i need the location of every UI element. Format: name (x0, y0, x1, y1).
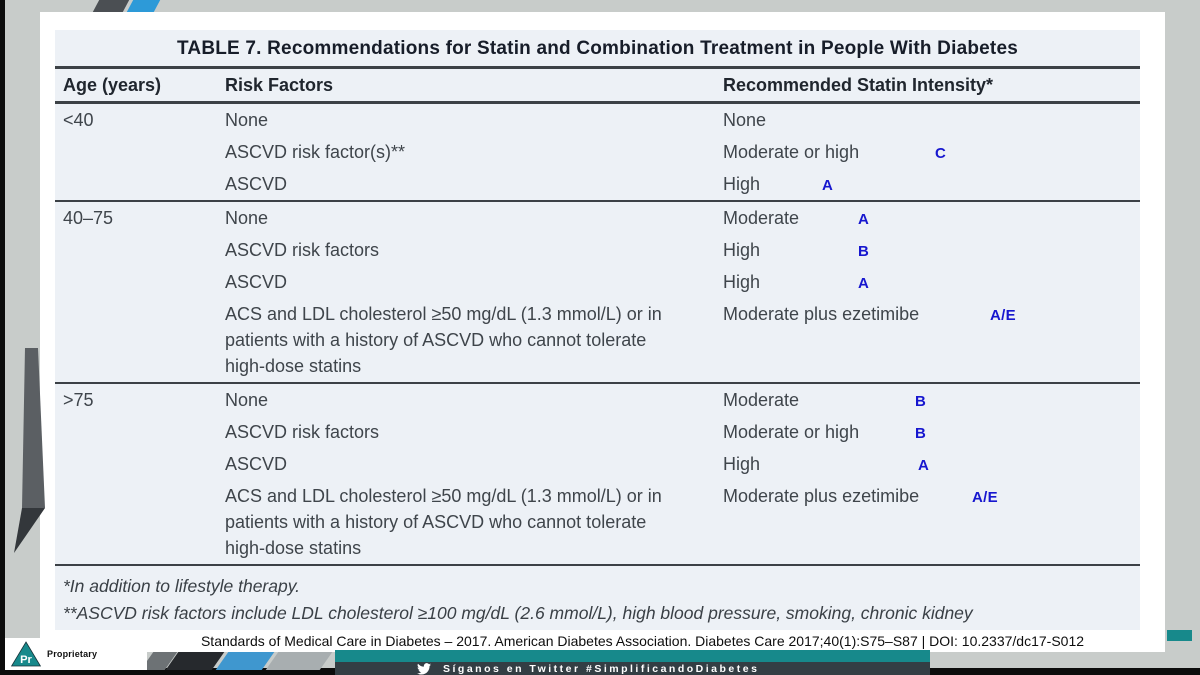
intensity-cell: Moderate plus ezetimibe (723, 486, 920, 506)
table-row: ASCVD High A (225, 266, 1140, 298)
evidence-grade: B (915, 393, 927, 410)
left-ribbon-decoration (12, 348, 50, 565)
column-header-risk-factors: Risk Factors (225, 75, 334, 95)
evidence-grade: C (935, 145, 947, 162)
table-row: ASCVD High A (225, 448, 1140, 480)
risk-cell: ASCVD risk factors (225, 240, 380, 260)
evidence-grade: A (858, 275, 870, 292)
risk-cell: ACS and LDL cholesterol ≥50 mg/dL (1.3 m… (225, 304, 662, 376)
risk-cell: ASCVD (225, 272, 288, 292)
intensity-cell: Moderate (723, 390, 800, 410)
table-row: None Moderate B (225, 384, 1140, 416)
risk-cell: ASCVD risk factors (225, 422, 380, 442)
table-row: None Moderate A (225, 202, 1140, 234)
table-row: ASCVD High A (225, 168, 1140, 200)
twitter-bar-teal-accent (335, 650, 930, 662)
intensity-cell: None (723, 110, 767, 130)
evidence-grade: B (858, 243, 870, 260)
age-cell: >75 (63, 390, 94, 410)
proprietary-logo-box: Pr Proprietary (5, 638, 147, 670)
age-section-40-75: 40–75 None Moderate A ASCVD risk factors … (55, 202, 1140, 384)
risk-cell: None (225, 390, 269, 410)
table-row: ASCVD risk factors Moderate or high B (225, 416, 1140, 448)
age-section-over-75: >75 None Moderate B ASCVD risk factors Mo… (55, 384, 1140, 566)
evidence-grade: B (915, 425, 927, 442)
intensity-cell: Moderate (723, 208, 800, 228)
risk-cell: None (225, 208, 269, 228)
evidence-grade: A/E (990, 307, 1016, 324)
evidence-grade: A/E (972, 489, 998, 506)
intensity-cell: High (723, 240, 761, 260)
svg-text:Pr: Pr (20, 654, 32, 666)
proprietary-label: Proprietary (47, 649, 98, 659)
risk-cell: ASCVD (225, 174, 288, 194)
table-row: ACS and LDL cholesterol ≥50 mg/dL (1.3 m… (225, 480, 1140, 564)
twitter-bar-text: Síganos en Twitter #SimplificandoDiabete… (443, 662, 760, 675)
top-accent-blue (126, 0, 161, 12)
twitter-icon (417, 662, 431, 675)
table-row: ASCVD risk factors High B (225, 234, 1140, 266)
left-edge-strip (0, 0, 5, 675)
intensity-cell: High (723, 174, 761, 194)
risk-cell: None (225, 110, 269, 130)
intensity-cell: High (723, 454, 761, 474)
evidence-grade: A (858, 211, 870, 228)
table-header-row: Age (years) Risk Factors Recommended Sta… (55, 69, 1140, 104)
intensity-cell: Moderate or high (723, 422, 860, 442)
table-row: None None (225, 104, 1140, 136)
age-section-under-40: <40 None None ASCVD risk factor(s)** Mod… (55, 104, 1140, 202)
evidence-grade: A (822, 177, 834, 194)
age-cell: 40–75 (63, 208, 114, 228)
table-row: ACS and LDL cholesterol ≥50 mg/dL (1.3 m… (225, 298, 1140, 382)
top-accent-dark (92, 0, 130, 12)
table-footnotes: *In addition to lifestyle therapy. **ASC… (55, 566, 1140, 630)
intensity-cell: Moderate or high (723, 142, 860, 162)
pr-triangle-logo-icon: Pr (10, 641, 42, 667)
risk-cell: ACS and LDL cholesterol ≥50 mg/dL (1.3 m… (225, 486, 662, 558)
age-cell: <40 (63, 110, 94, 130)
teal-accent-chip (1167, 630, 1192, 641)
column-header-statin-intensity: Recommended Statin Intensity* (723, 75, 994, 95)
column-header-age: Age (years) (63, 75, 162, 95)
twitter-bar: Síganos en Twitter #SimplificandoDiabete… (335, 662, 930, 675)
evidence-grade: A (918, 457, 930, 474)
intensity-cell: High (723, 272, 761, 292)
table-7: TABLE 7. Recommendations for Statin and … (55, 30, 1140, 630)
footnote-line: *In addition to lifestyle therapy. (63, 576, 301, 596)
intensity-cell: Moderate plus ezetimibe (723, 304, 920, 324)
table-title: TABLE 7. Recommendations for Statin and … (55, 30, 1140, 69)
table-row: ASCVD risk factor(s)** Moderate or high C (225, 136, 1140, 168)
citation-line: Standards of Medical Care in Diabetes – … (40, 630, 1165, 652)
risk-cell: ASCVD risk factor(s)** (225, 142, 406, 162)
risk-cell: ASCVD (225, 454, 288, 474)
footnote-line: **ASCVD risk factors include LDL cholest… (63, 603, 973, 623)
